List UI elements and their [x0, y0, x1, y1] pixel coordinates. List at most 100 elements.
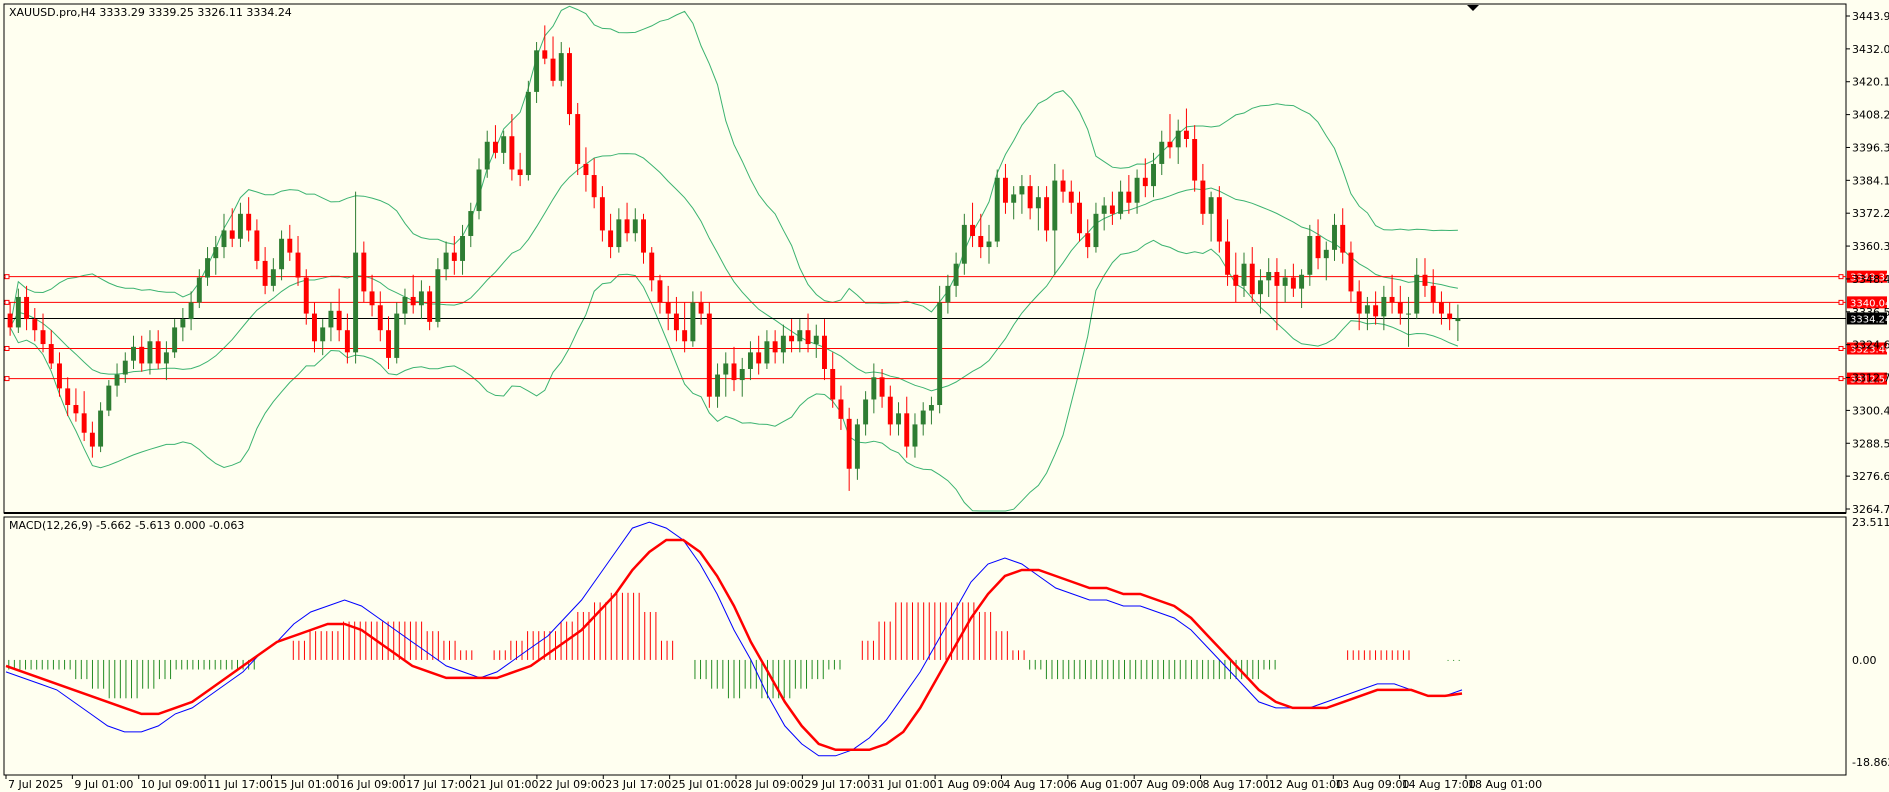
candle-body	[435, 269, 441, 322]
candle-body	[1266, 272, 1272, 281]
candle-body	[887, 396, 893, 425]
macd-tick-label: -18.862	[1852, 756, 1889, 769]
candle-body	[525, 91, 531, 176]
candle-body	[1077, 202, 1082, 234]
time-axis: 7 Jul 2025 9 Jul 01:00 10 Jul 09:00 11 Jul …	[5, 775, 1542, 791]
candle-body	[945, 285, 951, 303]
candle-body	[723, 363, 729, 375]
candle-body	[1225, 241, 1231, 275]
current-price-tag	[1847, 312, 1887, 325]
time-tick-label: 6 Aug 01:00	[1070, 778, 1137, 791]
candle-body	[295, 252, 301, 278]
price-tick-label: 3360.30	[1852, 240, 1889, 253]
candle-body	[344, 330, 350, 353]
candle-body	[682, 330, 688, 342]
price-tick-label: 3264.75	[1852, 503, 1889, 516]
level-tag	[1847, 296, 1887, 309]
macd-axis: 23.511 0.00 -18.862	[1852, 516, 1889, 769]
candle-body	[65, 388, 71, 406]
shift-marker-icon[interactable]	[1467, 5, 1479, 11]
candle-body	[1356, 291, 1362, 314]
candle-body	[468, 211, 474, 236]
candle-body	[394, 313, 400, 358]
macd-lines	[5, 521, 1463, 757]
candle-body	[747, 352, 753, 369]
macd-tick-label: 0.00	[1852, 654, 1877, 667]
price-tick-label: 3300.45	[1852, 404, 1889, 417]
level-anchor-right[interactable]	[1838, 299, 1844, 305]
candle-body	[1274, 272, 1280, 286]
candle-body	[196, 277, 202, 303]
level-anchor-left[interactable]	[4, 376, 10, 382]
price-tick-label: 3276.65	[1852, 470, 1889, 483]
level-anchor-left[interactable]	[4, 299, 10, 305]
candle-body	[1414, 274, 1420, 314]
candle-body	[756, 352, 762, 364]
candle-body	[608, 230, 614, 248]
candle-body	[57, 363, 62, 389]
time-tick-label: 13 Aug 09:00	[1335, 778, 1409, 791]
candle-body	[517, 169, 523, 176]
level-anchor-right[interactable]	[1838, 376, 1844, 382]
candle-body	[1216, 197, 1222, 242]
candle-body	[155, 341, 161, 364]
candle-body	[1364, 305, 1370, 314]
price-tick-label: 3336.50	[1852, 306, 1889, 319]
time-tick-label: 8 Aug 17:00	[1203, 778, 1270, 791]
candle-body	[780, 335, 786, 353]
candle-body	[1134, 177, 1140, 203]
level-anchor-right[interactable]	[1838, 274, 1844, 280]
candle-body	[928, 405, 934, 411]
candle-body	[904, 413, 910, 447]
candle-body	[632, 219, 638, 234]
candle-body	[953, 263, 959, 286]
candle-body	[73, 405, 79, 414]
candle-body	[1381, 296, 1387, 317]
level-anchor-left[interactable]	[4, 274, 10, 280]
bollinger-upper	[9, 5, 1458, 328]
horizontal-levels[interactable]: 3349.32 3340.04 3323.40 3312.54 3334.24	[4, 270, 1889, 386]
candle-body	[98, 410, 104, 447]
candle-body	[1397, 302, 1403, 314]
candle-body	[386, 330, 391, 358]
time-tick-label: 29 Jul 17:00	[804, 778, 870, 791]
candle-body	[805, 330, 811, 345]
candle-body	[1447, 313, 1453, 320]
candle-body	[797, 330, 803, 342]
candle-body	[377, 305, 383, 331]
candle-body	[131, 346, 136, 361]
candle-body	[1455, 318, 1461, 322]
level-tag	[1847, 270, 1887, 283]
time-tick-label: 21 Jul 01:00	[473, 778, 539, 791]
candle-body	[246, 213, 252, 231]
candle-body	[863, 399, 869, 425]
candle-body	[1118, 191, 1124, 214]
candle-body	[1290, 277, 1296, 289]
candle-body	[312, 313, 317, 342]
candle-body	[418, 291, 424, 306]
candle-body	[558, 53, 564, 81]
candle-body	[838, 399, 844, 419]
level-anchor-right[interactable]	[1838, 345, 1844, 351]
time-tick-label: 31 Jul 01:00	[871, 778, 937, 791]
time-tick-label: 7 Jul 2025	[8, 778, 63, 791]
candle-body	[1027, 186, 1033, 209]
time-tick-label: 11 Jul 17:00	[207, 778, 273, 791]
candle-body	[1175, 130, 1181, 148]
price-tick-label: 3396.35	[1852, 141, 1889, 154]
candle-body	[1167, 141, 1173, 148]
candle-body	[961, 224, 967, 264]
candle-body	[336, 310, 342, 331]
candle-body	[1233, 274, 1239, 286]
bollinger-middle	[9, 153, 1458, 392]
macd-pane-frame[interactable]	[3, 516, 1847, 776]
candle-body	[1159, 141, 1165, 164]
level-anchor-left[interactable]	[4, 345, 10, 351]
candle-body	[48, 344, 54, 364]
price-tick-label: 3443.95	[1852, 10, 1889, 23]
candle-body	[303, 277, 309, 314]
level-tag-text: 3340.04	[1850, 298, 1889, 309]
candle-body	[369, 291, 375, 306]
candle-body	[706, 313, 712, 397]
